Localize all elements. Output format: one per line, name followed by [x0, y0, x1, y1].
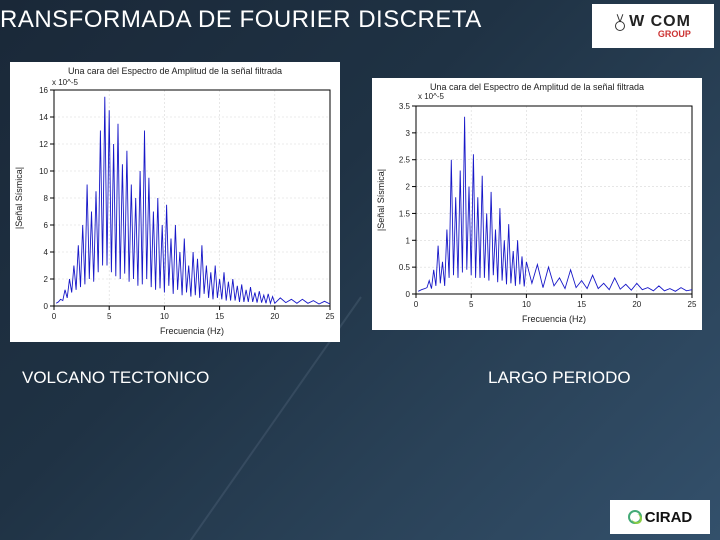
svg-text:25: 25: [688, 300, 697, 309]
antenna-icon: [615, 21, 625, 31]
svg-text:5: 5: [107, 312, 112, 321]
svg-text:3: 3: [406, 129, 411, 138]
svg-text:16: 16: [39, 86, 48, 95]
svg-text:10: 10: [522, 300, 531, 309]
exponent-note-right: x 10^-5: [418, 92, 444, 101]
svg-text:6: 6: [44, 221, 49, 230]
svg-text:0: 0: [406, 290, 411, 299]
svg-text:1.5: 1.5: [399, 209, 411, 218]
svg-text:0: 0: [414, 300, 419, 309]
cirad-logo: CIRAD: [610, 500, 710, 534]
svg-text:0: 0: [44, 302, 49, 311]
svg-text:1: 1: [406, 236, 411, 245]
exponent-note-left: x 10^-5: [52, 78, 78, 87]
wicom-logo: W COM GROUP: [592, 4, 714, 48]
svg-text:4: 4: [44, 248, 49, 257]
ring-icon: [628, 510, 642, 524]
chart-right-title: Una cara del Espectro de Amplitud de la …: [372, 78, 702, 92]
svg-text:20: 20: [270, 312, 279, 321]
chart-left-title: Una cara del Espectro de Amplitud de la …: [10, 62, 340, 76]
slide-title: RANSFORMADA DE FOURIER DISCRETA: [0, 6, 482, 34]
svg-text:12: 12: [39, 140, 48, 149]
logo-bottom-text: CIRAD: [645, 509, 693, 526]
chart-largo-periodo: x 10^-5 Una cara del Espectro de Amplitu…: [372, 78, 702, 330]
svg-text:Frecuencia (Hz): Frecuencia (Hz): [522, 314, 586, 324]
svg-text:2.5: 2.5: [399, 156, 411, 165]
svg-text:10: 10: [160, 312, 169, 321]
svg-text:|Señal Sísmica|: |Señal Sísmica|: [376, 169, 386, 231]
svg-text:|Señal Sísmica|: |Señal Sísmica|: [14, 167, 24, 229]
svg-text:5: 5: [469, 300, 474, 309]
svg-text:20: 20: [632, 300, 641, 309]
chart-right-svg: 0 5 10 15 20 25 0 0.5 1 1.5 2 2.5 3 3.5 Frecuencia (Hz…: [372, 92, 702, 328]
svg-text:Frecuencia (Hz): Frecuencia (Hz): [160, 326, 224, 336]
chart-left-svg: 0 5 10 15 20 25 0 2 4 6 8 10 12 14 16 Frecuencia (Hz) |S…: [10, 76, 340, 340]
caption-right: LARGO PERIODO: [488, 368, 631, 388]
svg-text:0.5: 0.5: [399, 263, 411, 272]
logo-top-line2: GROUP: [629, 30, 691, 39]
svg-text:8: 8: [44, 194, 49, 203]
svg-text:25: 25: [326, 312, 335, 321]
caption-left: VOLCANO TECTONICO: [22, 368, 209, 388]
svg-text:0: 0: [52, 312, 57, 321]
svg-text:15: 15: [215, 312, 224, 321]
chart-volcano-tectonico: x 10^-5 Una cara del Espectro de Amplitu…: [10, 62, 340, 342]
svg-text:15: 15: [577, 300, 586, 309]
svg-text:2: 2: [44, 275, 49, 284]
svg-text:14: 14: [39, 113, 48, 122]
logo-top-line1: W COM: [629, 14, 691, 30]
svg-text:2: 2: [406, 183, 411, 192]
svg-text:3.5: 3.5: [399, 102, 411, 111]
svg-text:10: 10: [39, 167, 48, 176]
